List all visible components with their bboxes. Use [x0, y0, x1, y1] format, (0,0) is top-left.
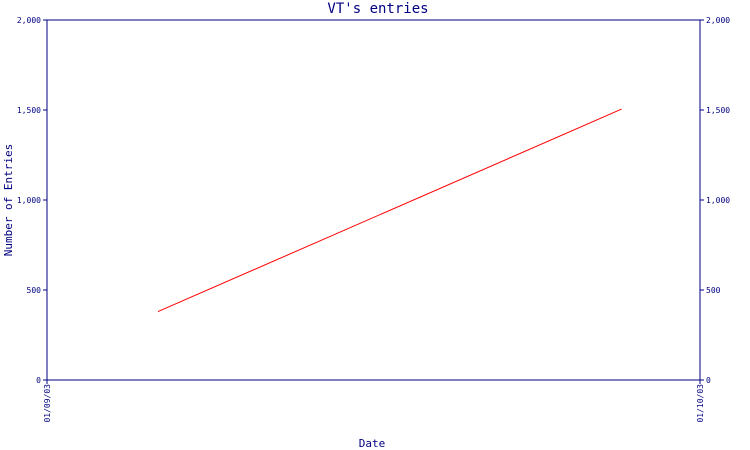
y-tick-label-right: 1,000 [706, 196, 730, 205]
y-tick-label-left: 1,500 [17, 106, 41, 115]
series-layer [157, 108, 622, 313]
plot-area [46, 19, 701, 381]
series-line [157, 108, 622, 313]
y-axis-left: 0 500 1,000 1,500 2,000 [17, 16, 47, 385]
y-tick-label-left: 1,000 [17, 196, 41, 205]
x-tick-label: 01/10/03 [696, 384, 705, 423]
y-tick-label-right: 1,500 [706, 106, 730, 115]
y-tick-label-left: 0 [36, 376, 41, 385]
y-tick-label-left: 2,000 [17, 16, 41, 25]
x-axis: 01/09/03 01/10/03 [43, 380, 705, 423]
y-tick-label-right: 0 [706, 376, 711, 385]
x-tick-label: 01/09/03 [43, 384, 52, 423]
y-axis-label: Number of Entries [2, 144, 15, 257]
y-tick-label-right: 500 [706, 286, 721, 295]
x-axis-label: Date [359, 437, 386, 450]
y-tick-label-right: 2,000 [706, 16, 730, 25]
chart-title: VT's entries [327, 1, 428, 17]
y-tick-label-left: 500 [27, 286, 42, 295]
y-axis-right: 0 500 1,000 1,500 2,000 [700, 16, 730, 385]
